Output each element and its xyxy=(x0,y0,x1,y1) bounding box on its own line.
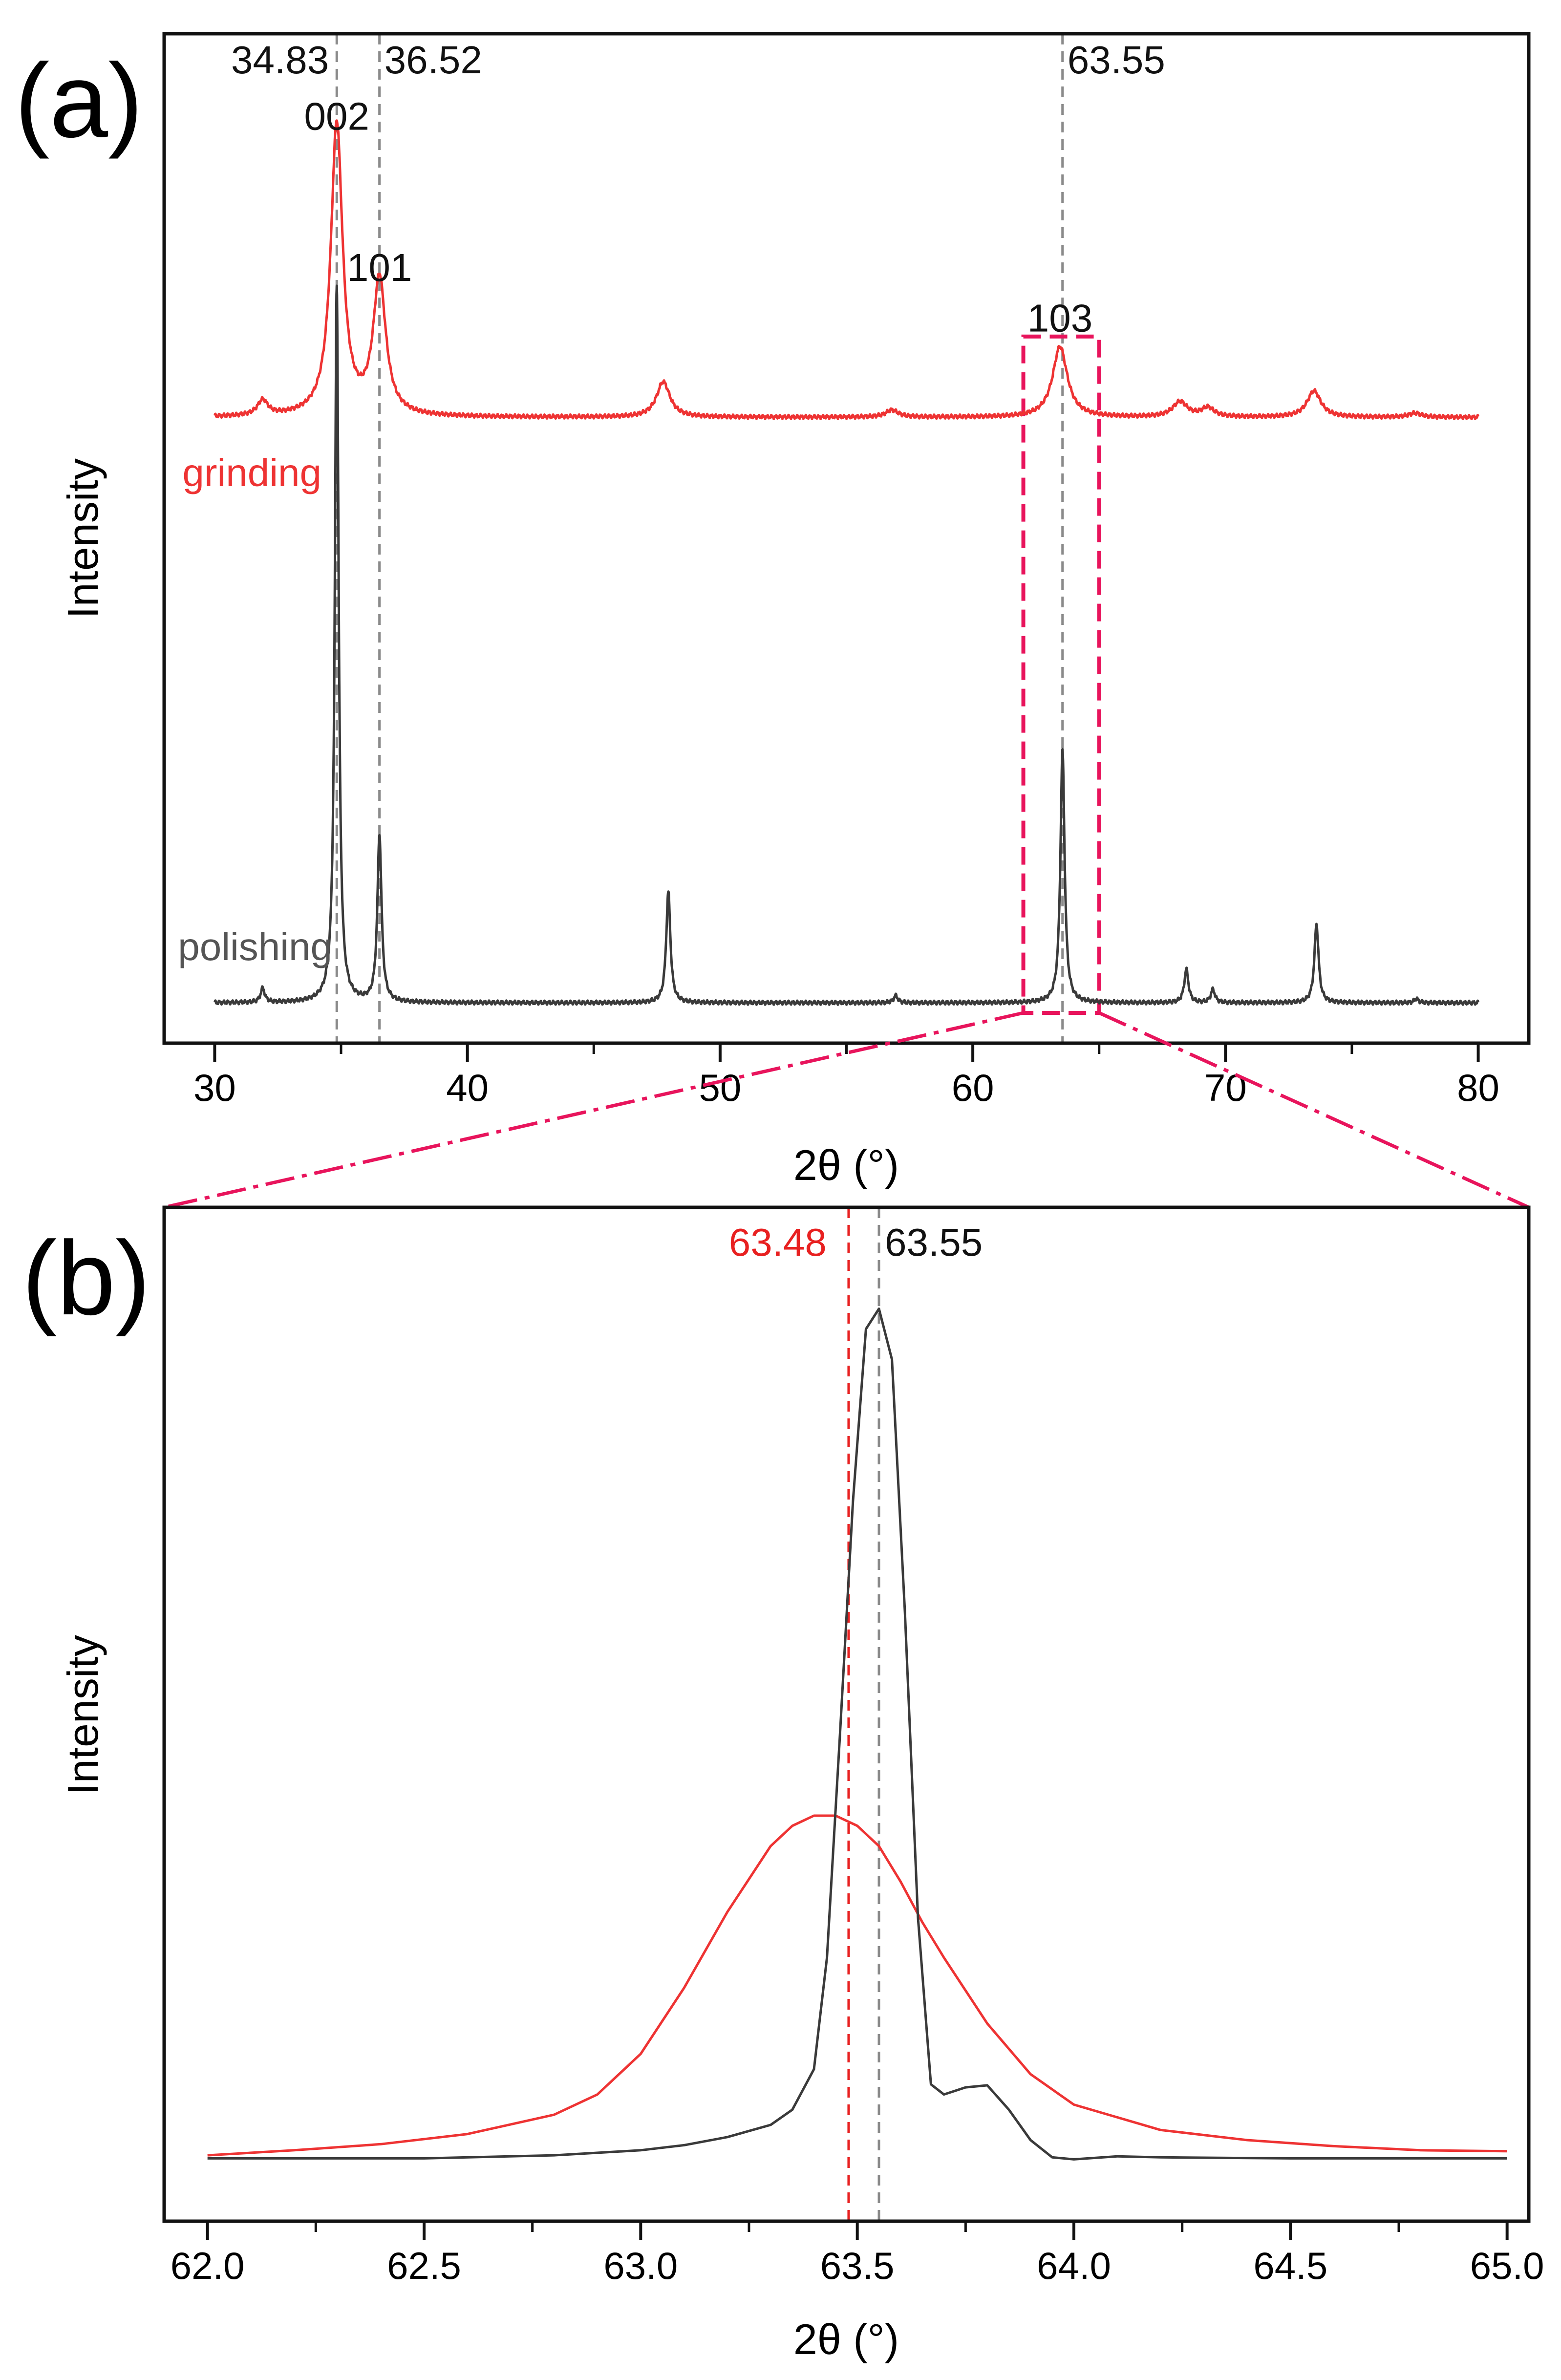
zoom-series-line-grinding xyxy=(207,1814,1507,2157)
zoom-region-box xyxy=(1021,334,1101,1015)
x-tick-label-70: 70 xyxy=(1204,1066,1247,1109)
panel-b-y-axis-label: Intensity xyxy=(59,1635,107,1795)
x-tick-label-62.5: 62.5 xyxy=(387,2244,461,2287)
x-tick-label-64.5: 64.5 xyxy=(1253,2244,1327,2287)
series-line-grinding xyxy=(214,119,1479,420)
x-tick-label-50: 50 xyxy=(699,1066,742,1109)
panel-a: (a) 34.83 36.52 63.55 002 101 103 grinding p… xyxy=(15,32,1531,1189)
x-tick-label-60: 60 xyxy=(952,1066,994,1109)
panel-a-peak-labels: 002 101 103 xyxy=(304,94,1093,340)
x-tick-label-65.0: 65.0 xyxy=(1470,2244,1544,2287)
panel-a-reference-lines xyxy=(335,34,1064,1043)
zoom-box xyxy=(1021,334,1101,1015)
series-label-polishing: polishing xyxy=(178,925,332,968)
x-tick-label-64.0: 64.0 xyxy=(1037,2244,1111,2287)
peak-label-002: 002 xyxy=(304,94,369,138)
series-label-grinding: grinding xyxy=(182,451,321,494)
reference-label-34.83: 34.83 xyxy=(231,38,329,82)
panel-b-reference-labels: 63.48 63.55 xyxy=(729,1221,983,1264)
panel-b-frame xyxy=(162,1205,1531,2223)
panel-a-label: (a) xyxy=(15,42,143,159)
x-tick-label-80: 80 xyxy=(1457,1066,1499,1109)
panel-b-reference-lines xyxy=(847,1207,880,2221)
panel-a-x-axis-label: 2θ (°) xyxy=(793,1141,899,1189)
zoom-connector-lines xyxy=(164,1011,1530,1209)
panel-b-label: (b) xyxy=(22,1219,150,1337)
x-tick-label-30: 30 xyxy=(193,1066,236,1109)
panel-b-series xyxy=(207,1308,1507,2161)
panel-a-series xyxy=(214,119,1479,1006)
panel-a-y-axis-label: Intensity xyxy=(59,458,107,619)
zoom-connector-right xyxy=(1098,1011,1530,1209)
panel-a-series-labels: grinding polishing xyxy=(178,451,332,968)
series-line-polishing xyxy=(214,284,1479,1006)
zoom-connector-left xyxy=(164,1011,1024,1209)
x-tick-label-62.0: 62.0 xyxy=(171,2244,245,2287)
panel-b-x-axis-label: 2θ (°) xyxy=(793,2315,899,2363)
peak-label-103: 103 xyxy=(1027,296,1092,340)
panel-b-x-axis: 62.0 62.5 63.0 63.5 64.0 64.5 65.0 xyxy=(171,2221,1544,2287)
panel-b-plot-area xyxy=(207,1207,1507,2221)
reference-label-36.52: 36.52 xyxy=(385,38,482,82)
panel-a-frame xyxy=(162,32,1531,1045)
panel-a-reference-labels: 34.83 36.52 63.55 xyxy=(231,38,1165,82)
panel-a-x-axis: 30 40 50 60 70 80 xyxy=(193,1043,1499,1109)
panel-b: (b) 63.48 63.55 62.0 62.5 63.0 63.5 64.0 64.5 6… xyxy=(22,1205,1544,2363)
x-tick-label-63.0: 63.0 xyxy=(603,2244,678,2287)
reference-label-63.55: 63.55 xyxy=(1068,38,1165,82)
reference-label-63.55: 63.55 xyxy=(885,1221,983,1264)
reference-label-63.48: 63.48 xyxy=(729,1221,827,1264)
x-tick-label-40: 40 xyxy=(446,1066,489,1109)
peak-label-101: 101 xyxy=(347,246,412,289)
zoom-series-line-polishing xyxy=(207,1308,1507,2161)
x-tick-label-63.5: 63.5 xyxy=(820,2244,895,2287)
panel-a-plot-area xyxy=(214,34,1479,1043)
